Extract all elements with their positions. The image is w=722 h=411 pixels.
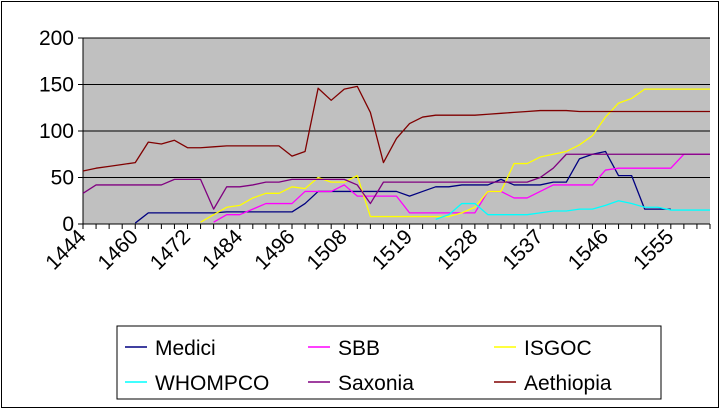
legend-label: Medici bbox=[155, 337, 216, 360]
x-tick-label: 1496 bbox=[250, 225, 299, 274]
series-line-whompco bbox=[435, 200, 710, 220]
legend-entry-aethiopia: Aethiopia bbox=[494, 372, 612, 395]
series-line-isgoc bbox=[200, 88, 710, 223]
legend-entry-sbb: SBB bbox=[308, 337, 380, 360]
x-tick-label: 1472 bbox=[146, 225, 195, 274]
legend-entry-medici: Medici bbox=[125, 337, 216, 360]
series-line-medici bbox=[134, 150, 671, 224]
y-tick-label: 50 bbox=[51, 167, 74, 190]
y-tick-label: 0 bbox=[62, 213, 74, 236]
legend: Medici SBB ISGOC WHOMPCO Saxonia Aethiopia bbox=[116, 325, 662, 400]
legend-label: SBB bbox=[338, 337, 380, 360]
legend-entry-saxonia: Saxonia bbox=[308, 372, 414, 395]
y-axis: 0 50 100 150 200 bbox=[39, 27, 84, 236]
series-line-aethiopia bbox=[82, 85, 710, 172]
x-tick-label: 1528 bbox=[433, 225, 482, 274]
y-tick-label: 150 bbox=[39, 74, 74, 97]
x-tick-label: 1555 bbox=[629, 225, 678, 274]
x-tick-label: 1546 bbox=[564, 225, 613, 274]
legend-label: Saxonia bbox=[338, 372, 414, 395]
series-lines bbox=[82, 85, 710, 224]
legend-label: WHOMPCO bbox=[155, 372, 269, 395]
legend-entry-isgoc: ISGOC bbox=[494, 337, 592, 360]
legend-box bbox=[116, 325, 662, 400]
x-tick-label: 1537 bbox=[498, 225, 547, 274]
x-tick-label: 1444 bbox=[41, 225, 91, 275]
x-tick-label: 1460 bbox=[93, 225, 142, 274]
x-tick-label: 1484 bbox=[198, 225, 248, 275]
y-tick-label: 200 bbox=[39, 27, 74, 50]
x-tick-label: 1508 bbox=[302, 225, 351, 274]
legend-label: ISGOC bbox=[524, 337, 592, 360]
x-tick-label: 1519 bbox=[368, 225, 417, 274]
y-tick-label: 100 bbox=[39, 120, 74, 143]
series-line-saxonia bbox=[82, 153, 710, 210]
legend-label: Aethiopia bbox=[524, 372, 612, 395]
x-axis: 1444 1460 1472 1484 1496 1508 1519 1528 1537 1546… bbox=[41, 223, 711, 275]
legend-entry-whompco: WHOMPCO bbox=[125, 372, 269, 395]
